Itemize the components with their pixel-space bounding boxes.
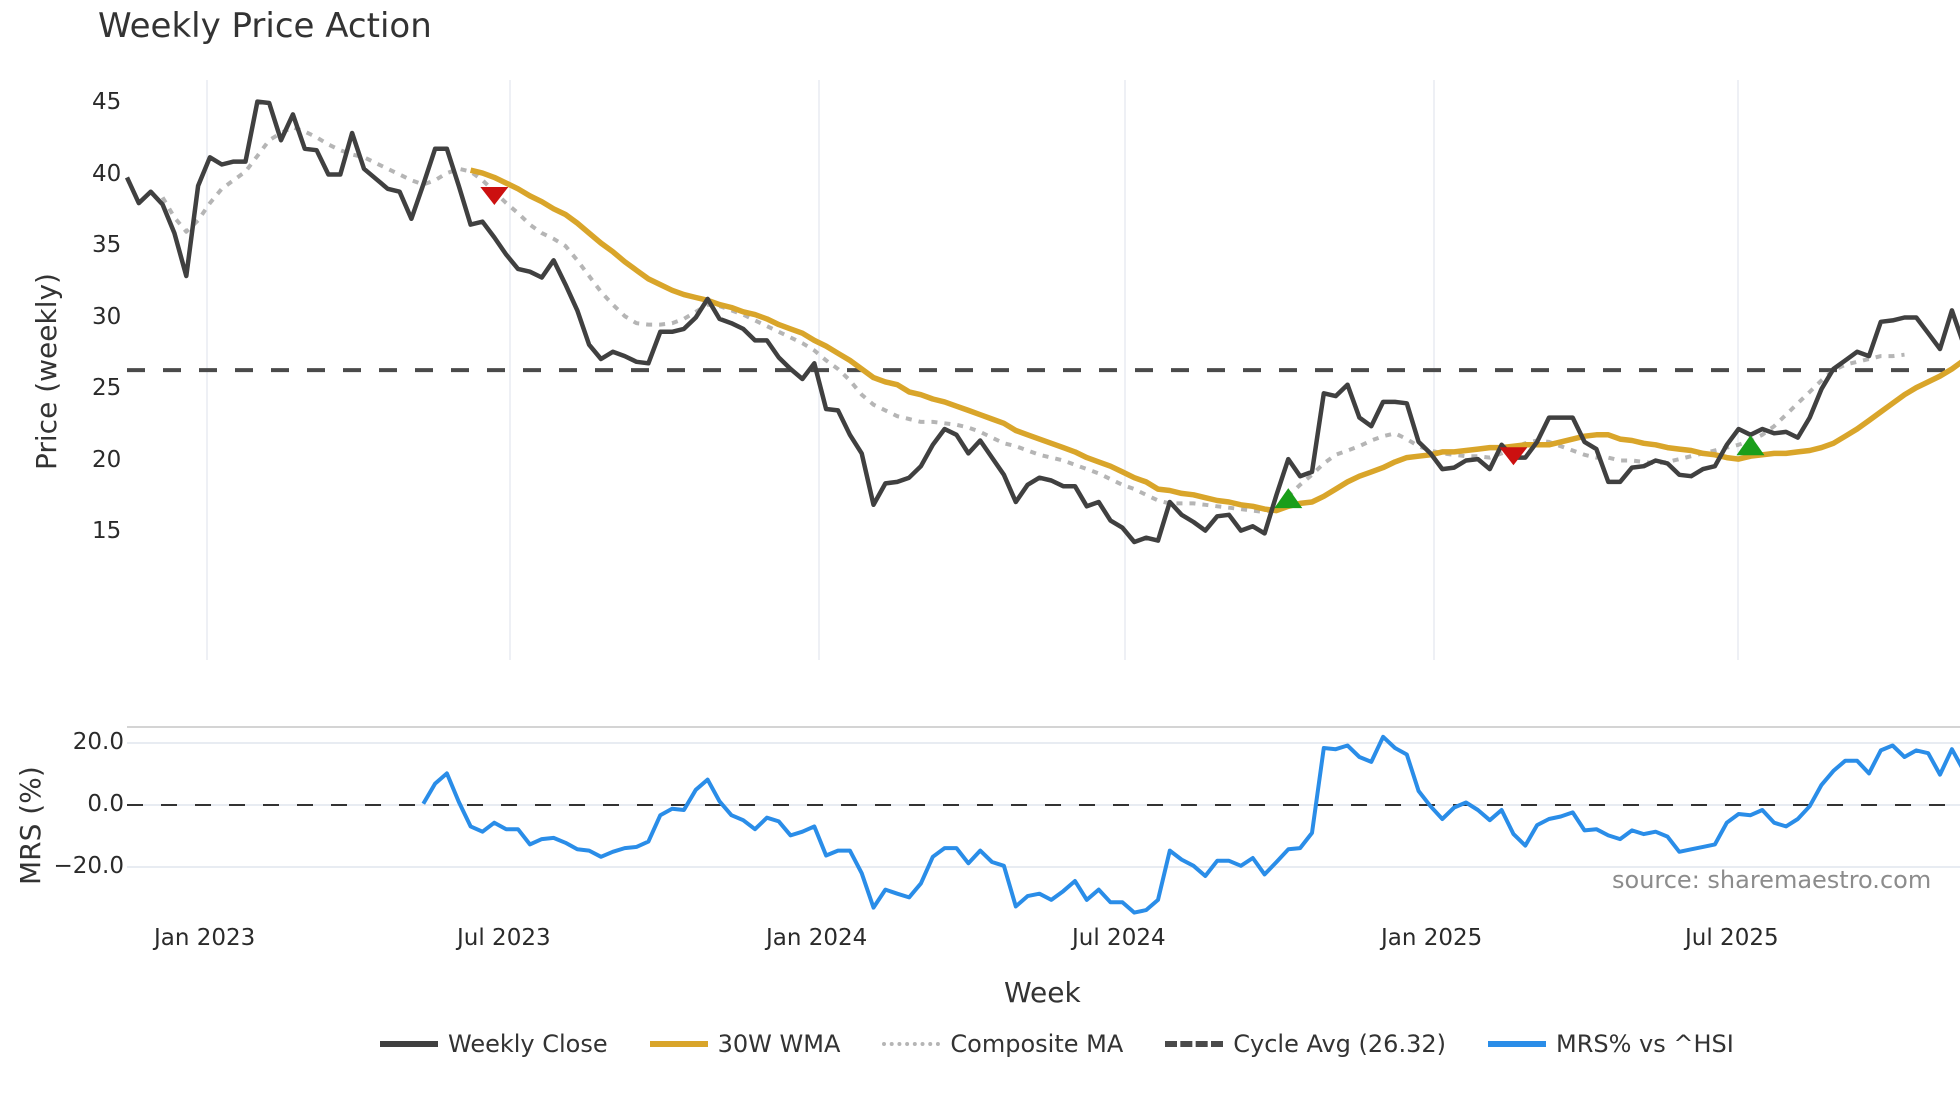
legend-item[interactable]: Cycle Avg (26.32) — [1145, 1030, 1446, 1058]
mrs-tick-label: 0.0 — [87, 791, 124, 817]
x-tick-label: Jul 2024 — [1072, 925, 1166, 951]
legend-swatch-icon — [1165, 1041, 1224, 1047]
legend-label: Cycle Avg (26.32) — [1233, 1030, 1446, 1058]
sell-signal-marker — [480, 186, 509, 205]
x-tick-label: Jul 2023 — [457, 925, 551, 951]
x-tick-label: Jan 2024 — [766, 925, 868, 951]
legend-swatch-icon — [649, 1041, 708, 1047]
mrs-tick-label: −20.0 — [53, 853, 124, 879]
legend-item[interactable]: Weekly Close — [0, 1030, 608, 1058]
buy-signal-marker — [1736, 435, 1765, 456]
legend-item[interactable]: MRS% vs ^HSI — [1468, 1030, 1734, 1058]
legend-label: MRS% vs ^HSI — [1555, 1030, 1734, 1058]
legend-label: 30W WMA — [717, 1030, 841, 1058]
x-tick-label: Jan 2025 — [1381, 925, 1483, 951]
price-tick-label: 15 — [92, 518, 122, 544]
x-tick-label: Jan 2023 — [154, 925, 256, 951]
price-tick-label: 45 — [92, 89, 122, 115]
legend-swatch-icon — [1487, 1041, 1546, 1047]
weekly-close-line — [124, 99, 1960, 545]
price-tick-label: 20 — [92, 446, 122, 473]
mrs-panel — [127, 726, 1960, 915]
x-axis-label: Week — [1004, 976, 1081, 1009]
legend-label: Composite MA — [950, 1030, 1124, 1058]
mrs-axis-label: MRS (%) — [14, 766, 47, 885]
price-axis-label: Price (weekly) — [30, 273, 63, 470]
legend-item[interactable]: Composite MA — [862, 1030, 1123, 1058]
legend-label: Weekly Close — [448, 1030, 608, 1058]
price-tick-label: 25 — [92, 375, 122, 401]
wma-30w-line — [469, 167, 1960, 514]
price-panel — [124, 99, 1960, 545]
mrs-tick-label: 20.0 — [72, 729, 124, 755]
chart-title: Weekly Price Action — [98, 6, 432, 46]
chart-legend: Weekly Close 30W WMA Composite MA Cycle Avg… — [0, 1030, 1960, 1058]
price-tick-label: 30 — [92, 303, 122, 330]
buy-signal-marker — [1274, 488, 1303, 509]
price-tick-label: 40 — [92, 160, 122, 187]
legend-item[interactable]: 30W WMA — [630, 1030, 841, 1058]
price-tick-label: 35 — [92, 232, 122, 258]
mrs-line — [421, 734, 1960, 915]
legend-swatch-icon — [882, 1042, 941, 1046]
source-attribution: source: sharemaestro.com — [1612, 866, 1932, 894]
sell-signal-marker — [1499, 447, 1528, 466]
x-tick-label: Jul 2025 — [1685, 925, 1779, 951]
legend-swatch-icon — [380, 1041, 438, 1047]
